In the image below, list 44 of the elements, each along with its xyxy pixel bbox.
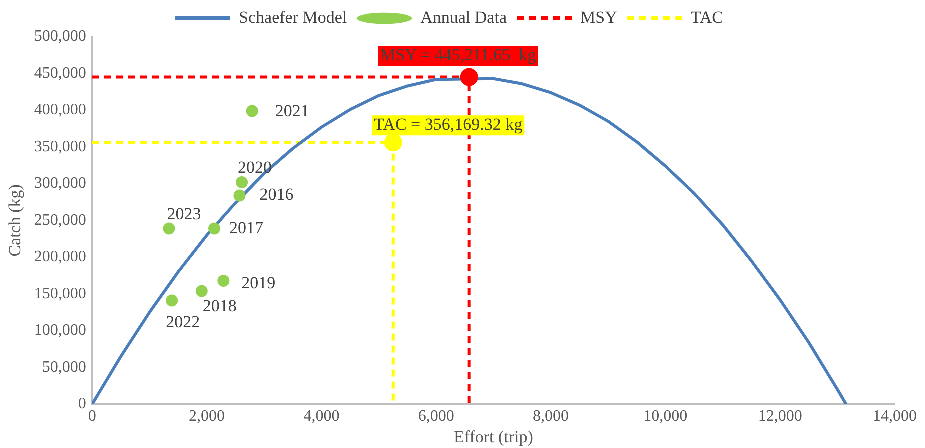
annotation: MSY = 445,211.65 kg	[380, 46, 537, 65]
x-tick-label: 10,000	[644, 408, 688, 426]
annotation: TAC = 356,169.32 kg	[374, 115, 524, 134]
x-axis-title: Effort (trip)	[454, 427, 534, 446]
legend-label: TAC	[690, 8, 724, 27]
y-tick-label: 150,000	[34, 285, 86, 302]
annotation: 2016	[260, 185, 294, 204]
point	[234, 190, 246, 202]
point	[460, 68, 478, 86]
y-tick-label: 0	[78, 396, 86, 413]
legend-label: Schaefer Model	[239, 8, 348, 27]
x-tick-label: 8,000	[533, 408, 570, 426]
y-tick-label: 200,000	[34, 248, 86, 266]
y-axis-title: Catch (kg)	[6, 184, 25, 257]
point	[163, 222, 176, 235]
point	[208, 222, 221, 235]
legend-label: MSY	[580, 8, 618, 27]
annotation: 2020	[238, 158, 272, 177]
annotation: 2021	[275, 102, 310, 121]
y-tick-label: 450,000	[34, 64, 86, 82]
x-tick-label: 6,000	[418, 408, 454, 426]
annotation: 2019	[242, 273, 276, 292]
point	[236, 176, 248, 188]
x-tick-label: 2,000	[189, 408, 226, 426]
annotation: 2018	[202, 296, 237, 316]
y-tick-label: 350,000	[34, 138, 86, 156]
y-tick-label: 100,000	[34, 322, 86, 340]
y-tick-label: 250,000	[34, 212, 86, 229]
point	[218, 274, 230, 287]
point	[196, 285, 208, 298]
y-tick-label: 50,000	[42, 358, 86, 376]
point	[384, 134, 402, 152]
legend-label: Annual Data	[420, 8, 508, 27]
y-tick-label: 500,000	[34, 28, 86, 46]
y-tick-label: 400,000	[34, 102, 86, 119]
annotation: 2017	[230, 218, 264, 238]
annotation: 2022	[166, 312, 200, 332]
y-tick-label: 300,000	[34, 175, 86, 192]
point	[166, 294, 178, 307]
x-tick-label: 14,000	[873, 408, 917, 426]
annotation: 2023	[167, 204, 202, 224]
x-tick-label: 4,000	[304, 408, 340, 426]
point	[246, 105, 258, 118]
x-tick-label: 12,000	[758, 408, 802, 426]
